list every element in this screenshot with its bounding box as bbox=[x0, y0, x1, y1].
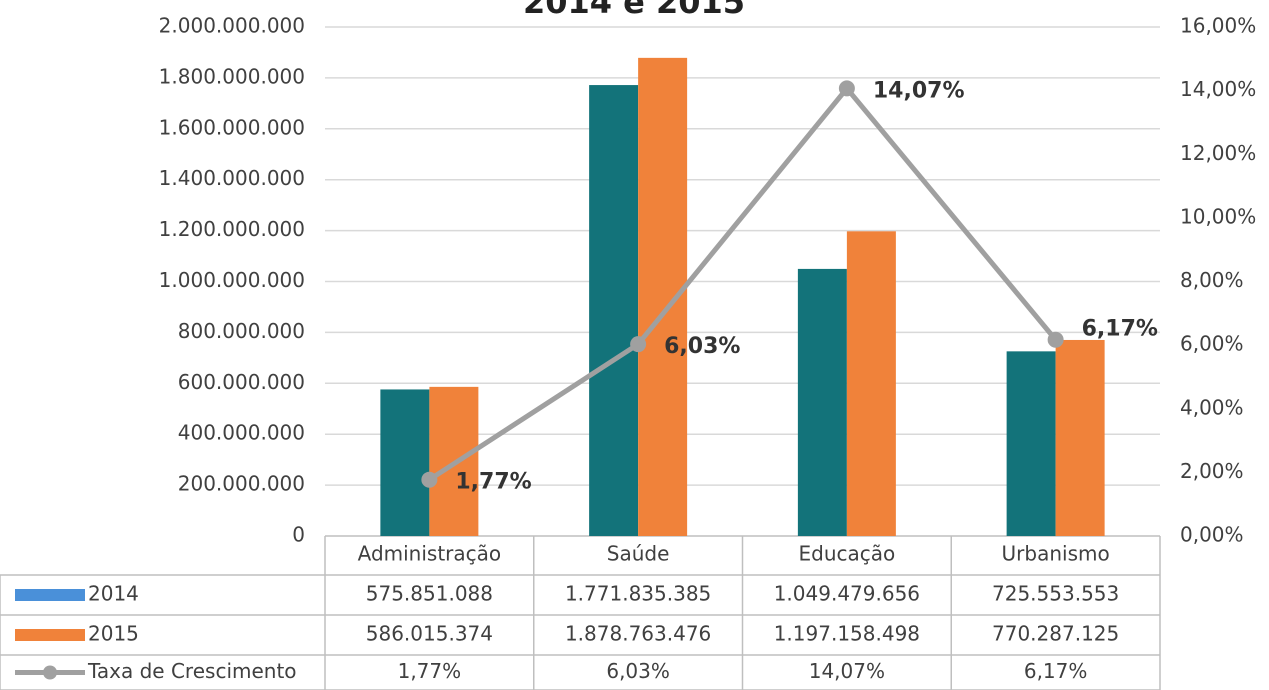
y2-tick-label: 14,00% bbox=[1180, 77, 1256, 101]
table-cell: 575.851.088 bbox=[366, 582, 493, 606]
legend-marker bbox=[43, 665, 57, 680]
y2-tick-label: 6,00% bbox=[1180, 332, 1244, 356]
y2-tick-label: 10,00% bbox=[1180, 204, 1256, 228]
y2-tick-label: 0,00% bbox=[1180, 523, 1244, 547]
table-cell: 1.771.835.385 bbox=[565, 582, 711, 606]
marker bbox=[630, 336, 647, 353]
table-cell: 770.287.125 bbox=[992, 622, 1119, 646]
y2-tick-label: 4,00% bbox=[1180, 395, 1244, 419]
bar bbox=[1055, 339, 1105, 536]
legend-label: Taxa de Crescimento bbox=[87, 659, 297, 683]
bar bbox=[589, 85, 639, 536]
bar bbox=[797, 268, 847, 536]
marker bbox=[1047, 331, 1064, 348]
data-label: 1,77% bbox=[455, 470, 531, 495]
table-cell: 6,17% bbox=[1024, 659, 1088, 683]
y2-tick-label: 2,00% bbox=[1180, 459, 1244, 483]
y-tick-label: 0 bbox=[292, 523, 305, 547]
table-cell: 586.015.374 bbox=[366, 622, 493, 646]
line bbox=[428, 84, 1058, 482]
marker bbox=[838, 80, 855, 97]
table-cell: 6,03% bbox=[606, 659, 670, 683]
x-tick-label: Administração bbox=[358, 542, 502, 566]
table-cell: 14,07% bbox=[809, 659, 885, 683]
x-tick-label: Educação bbox=[799, 542, 896, 566]
table-cell: 1.197.158.498 bbox=[774, 622, 920, 646]
legend-label: 2015 bbox=[88, 622, 139, 646]
y-tick-label: 2.000.000.000 bbox=[159, 14, 305, 38]
table-cell: 1.049.479.656 bbox=[774, 582, 920, 606]
data-label: 6,17% bbox=[1082, 317, 1158, 342]
legend-swatch bbox=[15, 589, 85, 601]
bar bbox=[380, 389, 430, 536]
legend-label: 2014 bbox=[88, 582, 139, 606]
y-tick-label: 200.000.000 bbox=[178, 472, 305, 496]
y2-tick-label: 16,00% bbox=[1180, 14, 1256, 38]
data-label: 6,03% bbox=[664, 334, 740, 359]
x-tick-label: Saúde bbox=[607, 542, 670, 566]
bar bbox=[1006, 351, 1056, 536]
y-tick-label: 400.000.000 bbox=[178, 421, 305, 445]
y-tick-label: 800.000.000 bbox=[178, 319, 305, 343]
bar bbox=[846, 231, 896, 536]
table-cell: 1,77% bbox=[398, 659, 462, 683]
marker bbox=[421, 471, 438, 488]
y-tick-label: 1.800.000.000 bbox=[159, 64, 305, 88]
y-tick-label: 1.200.000.000 bbox=[159, 217, 305, 241]
y-tick-label: 1.400.000.000 bbox=[159, 166, 305, 190]
y-tick-label: 600.000.000 bbox=[178, 370, 305, 394]
data-label: 14,07% bbox=[873, 78, 965, 103]
y2-tick-label: 8,00% bbox=[1180, 268, 1244, 292]
chart-title: 2014 e 2015 bbox=[523, 0, 745, 21]
y2-tick-label: 12,00% bbox=[1180, 141, 1256, 165]
y-tick-label: 1.600.000.000 bbox=[159, 115, 305, 139]
table-cell: 725.553.553 bbox=[992, 582, 1119, 606]
legend-swatch bbox=[15, 629, 85, 641]
table-cell: 1.878.763.476 bbox=[565, 622, 711, 646]
y-tick-label: 1.000.000.000 bbox=[159, 268, 305, 292]
x-tick-label: Urbanismo bbox=[1002, 542, 1110, 566]
